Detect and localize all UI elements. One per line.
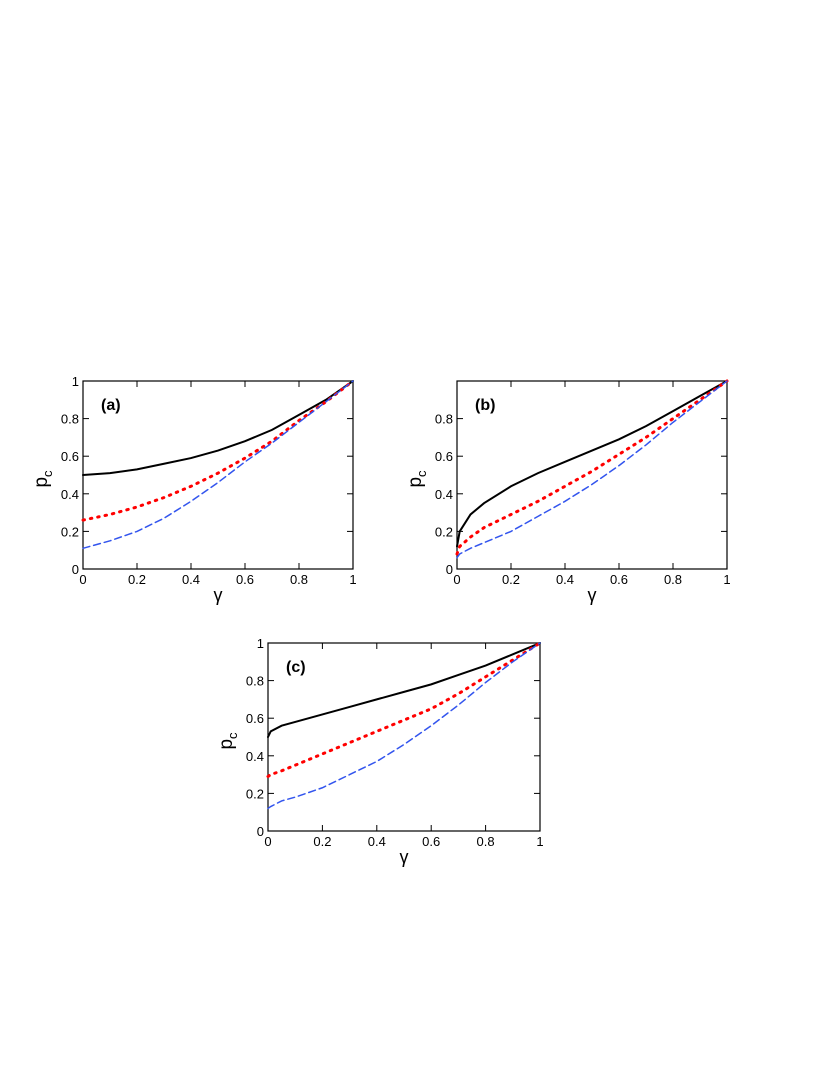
- x-tick-label: 0.4: [368, 834, 386, 849]
- y-tick-label: 0: [72, 562, 79, 577]
- y-tick-label: 0.6: [61, 449, 79, 464]
- x-tick-label: 1: [723, 572, 730, 587]
- plot-frame: [82, 380, 354, 570]
- panel-label: (b): [475, 397, 495, 414]
- y-axis-label: pc: [216, 732, 240, 750]
- y-tick-label: 0.6: [246, 711, 264, 726]
- x-tick-label: 1: [536, 834, 543, 849]
- series-line: [266, 641, 542, 778]
- x-axis-label: γ: [214, 585, 223, 605]
- series-line: [456, 380, 728, 559]
- y-tick-label: 0: [257, 824, 264, 839]
- y-tick-label: 0.4: [61, 487, 79, 502]
- series-line: [267, 642, 541, 738]
- x-tick-label: 0: [453, 572, 460, 587]
- x-tick-label: 0.4: [556, 572, 574, 587]
- x-tick-label: 0.6: [610, 572, 628, 587]
- panel: 0 0.2 0.4 0.6 0.8 1 0 0.2 0.4 0.6 0.8 γ pc (b): [405, 379, 731, 605]
- y-tick-label: 0.4: [246, 749, 264, 764]
- panel: 0 0.2 0.4 0.6 0.8 1 0 0.2 0.4 0.6 0.8 1 γ pc (c): [216, 636, 544, 867]
- x-tick-label: 0: [79, 572, 86, 587]
- x-axis-label: γ: [588, 585, 597, 605]
- x-tick-label: 0.4: [182, 572, 200, 587]
- y-axis-label-main: p: [405, 477, 426, 488]
- panel-label: (c): [286, 659, 306, 676]
- plot-frame: [456, 380, 728, 570]
- y-tick-label: 0.8: [435, 412, 453, 427]
- y-axis-label-sub: c: [40, 470, 55, 477]
- y-tick-label: 1: [257, 636, 264, 651]
- y-tick-label: 1: [72, 374, 79, 389]
- x-tick-label: 0.8: [290, 572, 308, 587]
- y-tick-label: 0: [446, 562, 453, 577]
- y-tick-label: 0.2: [246, 786, 264, 801]
- y-axis-label-sub: c: [414, 470, 429, 477]
- y-tick-label: 0.2: [61, 524, 79, 539]
- x-tick-label: 0.2: [128, 572, 146, 587]
- y-axis-label: pc: [31, 470, 55, 488]
- x-tick-label: 0.6: [236, 572, 254, 587]
- series-line: [267, 642, 541, 810]
- panel: 0 0.2 0.4 0.6 0.8 1 0 0.2 0.4 0.6 0.8 1 γ pc (a): [31, 374, 357, 605]
- panel-label: (a): [101, 397, 121, 414]
- y-axis-label: pc: [405, 470, 429, 488]
- y-tick-label: 0.2: [435, 524, 453, 539]
- series-line: [456, 380, 728, 548]
- y-tick-label: 0.6: [435, 449, 453, 464]
- x-tick-label: 0.2: [313, 834, 331, 849]
- y-tick-label: 0.8: [61, 412, 79, 427]
- y-tick-label: 0.8: [246, 674, 264, 689]
- x-axis-label: γ: [400, 847, 409, 867]
- plot-frame: [267, 642, 541, 832]
- series-line: [81, 379, 355, 522]
- series-line: [82, 380, 354, 550]
- series-line: [82, 380, 354, 476]
- x-tick-label: 0.6: [422, 834, 440, 849]
- y-axis-label-main: p: [31, 477, 52, 488]
- y-axis-label-main: p: [216, 739, 237, 750]
- y-tick-label: 0.4: [435, 487, 453, 502]
- x-tick-label: 0: [264, 834, 271, 849]
- x-tick-label: 1: [349, 572, 356, 587]
- x-tick-label: 0.8: [477, 834, 495, 849]
- series-line: [455, 379, 729, 556]
- x-tick-label: 0.2: [502, 572, 520, 587]
- y-axis-label-sub: c: [225, 732, 240, 739]
- x-tick-label: 0.8: [664, 572, 682, 587]
